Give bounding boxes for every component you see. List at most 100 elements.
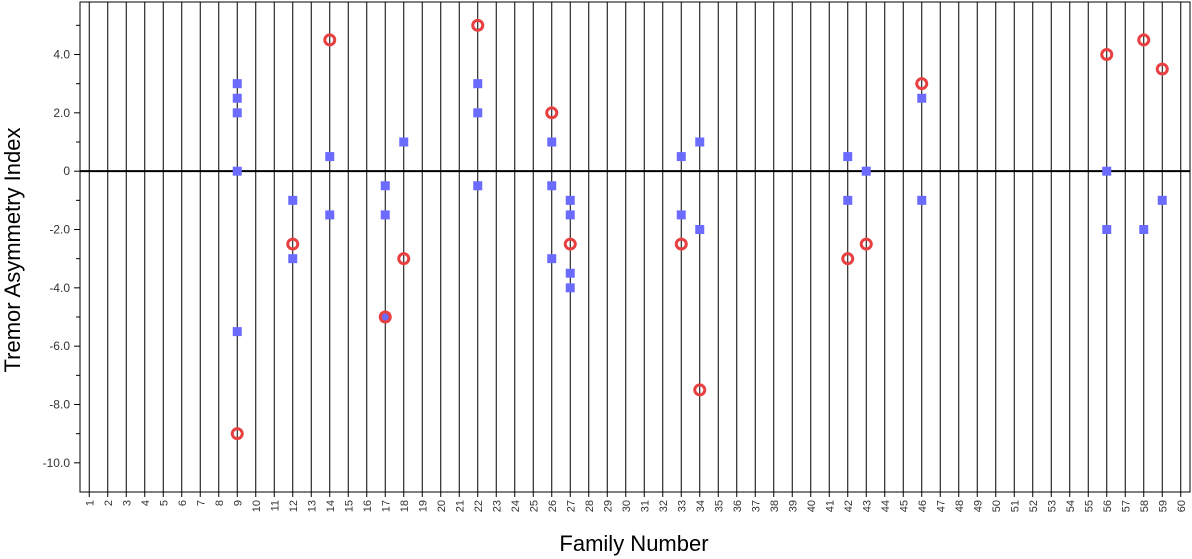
square-point: [380, 312, 390, 322]
square-point: [695, 225, 705, 234]
x-tick-label: 58: [1139, 500, 1151, 512]
y-tick-label: -6.0: [49, 339, 70, 353]
x-tick-label: 20: [436, 500, 448, 512]
y-axis-title: Tremor Asymmetry Index: [0, 128, 25, 373]
y-tick-label: -2.0: [49, 223, 70, 237]
square-point: [676, 210, 686, 220]
x-tick-label: 6: [177, 500, 189, 506]
circle-point: [471, 18, 485, 32]
square-point: [1102, 225, 1112, 234]
square-point: [1157, 195, 1167, 205]
circle-point: [693, 383, 707, 397]
x-tick-label: 39: [787, 500, 799, 512]
x-tick-label: 24: [510, 500, 522, 512]
y-axis-ticks: -10.0 -8.0 -6.0 -4.0 -2.0 0 2.0 4.0: [43, 24, 80, 470]
x-tick-label: 15: [343, 500, 355, 512]
x-tick-label: 18: [399, 500, 411, 512]
x-tick-label: 12: [288, 500, 300, 512]
x-tick-label: 42: [843, 500, 855, 512]
x-tick-label: 27: [565, 500, 577, 512]
x-tick-label: 35: [713, 500, 725, 512]
x-tick-label: 33: [676, 500, 688, 512]
x-tick-label: 49: [972, 500, 984, 512]
x-tick-label: 46: [917, 500, 929, 512]
circle-point: [323, 33, 337, 47]
square-point: [843, 152, 853, 162]
plot-frame: [79, 1, 1191, 493]
x-tick-label: 23: [491, 500, 503, 512]
square-point: [547, 137, 557, 147]
square-point: [232, 327, 242, 337]
y-tick-label: -8.0: [49, 398, 70, 412]
x-tick-label: 38: [769, 500, 781, 512]
square-point: [843, 195, 853, 205]
square-point: [547, 181, 557, 191]
x-tick-label: 45: [898, 500, 910, 512]
data-points: [230, 18, 1169, 441]
circle-point: [1137, 33, 1151, 47]
circle-point: [397, 252, 411, 266]
square-point: [917, 195, 927, 205]
x-tick-label: 1: [84, 500, 96, 506]
x-tick-label: 59: [1157, 500, 1169, 512]
square-point: [380, 181, 390, 191]
x-tick-label: 31: [639, 500, 651, 512]
x-tick-label: 10: [251, 500, 263, 512]
square-point: [399, 137, 409, 147]
square-point: [565, 268, 575, 278]
x-tick-label: 22: [473, 500, 485, 512]
x-tick-label: 50: [991, 500, 1003, 512]
x-tick-label: 60: [1176, 500, 1188, 512]
square-point: [565, 210, 575, 220]
y-tick-label: 0: [63, 164, 70, 178]
x-tick-label: 19: [417, 500, 429, 512]
circle-point: [230, 427, 244, 441]
x-tick-label: 53: [1046, 500, 1058, 512]
square-point: [232, 108, 242, 118]
x-tick-label: 25: [528, 500, 540, 512]
x-tick-label: 43: [861, 500, 873, 512]
square-point: [473, 79, 483, 89]
square-point: [473, 108, 483, 118]
square-point: [1139, 225, 1149, 234]
x-tick-label: 55: [1083, 500, 1095, 512]
x-tick-label: 16: [362, 500, 374, 512]
x-tick-label: 41: [824, 500, 836, 512]
square-point: [695, 137, 705, 147]
x-axis-ticks: 1 2 3 4 5 6 7 8 9 10 11 12 13 14 15 16 17 18 19 20 21 22 23 24 2…: [84, 492, 1188, 512]
x-tick-label: 54: [1065, 500, 1077, 512]
x-tick-label: 52: [1028, 500, 1040, 512]
y-tick-label: -10.0: [43, 456, 71, 470]
square-point: [325, 152, 335, 162]
x-tick-label: 21: [454, 500, 466, 512]
x-axis-title: Family Number: [559, 531, 708, 556]
x-tick-label: 26: [547, 500, 559, 512]
circle-point: [545, 106, 559, 120]
square-point: [288, 254, 298, 264]
x-tick-label: 36: [732, 500, 744, 512]
square-point: [380, 210, 390, 220]
x-tick-label: 9: [232, 500, 244, 506]
y-tick-label: 2.0: [53, 106, 70, 120]
x-tick-label: 40: [806, 500, 818, 512]
x-tick-label: 44: [880, 500, 892, 512]
square-point: [565, 283, 575, 293]
x-tick-label: 5: [158, 500, 170, 506]
x-tick-label: 47: [935, 500, 947, 512]
x-tick-label: 8: [214, 500, 226, 506]
square-point: [1102, 166, 1112, 176]
square-point: [325, 210, 335, 220]
circle-point: [674, 237, 688, 251]
grid-lines: [88, 2, 1182, 492]
square-point: [917, 93, 927, 103]
x-tick-label: 34: [695, 500, 707, 512]
x-tick-label: 14: [325, 500, 337, 512]
x-tick-label: 17: [380, 500, 392, 512]
x-tick-label: 7: [195, 500, 207, 506]
x-tick-label: 51: [1009, 500, 1021, 512]
x-tick-label: 48: [954, 500, 966, 512]
circle-point: [1100, 48, 1114, 61]
circle-point: [563, 237, 577, 251]
x-tick-label: 29: [602, 500, 614, 512]
